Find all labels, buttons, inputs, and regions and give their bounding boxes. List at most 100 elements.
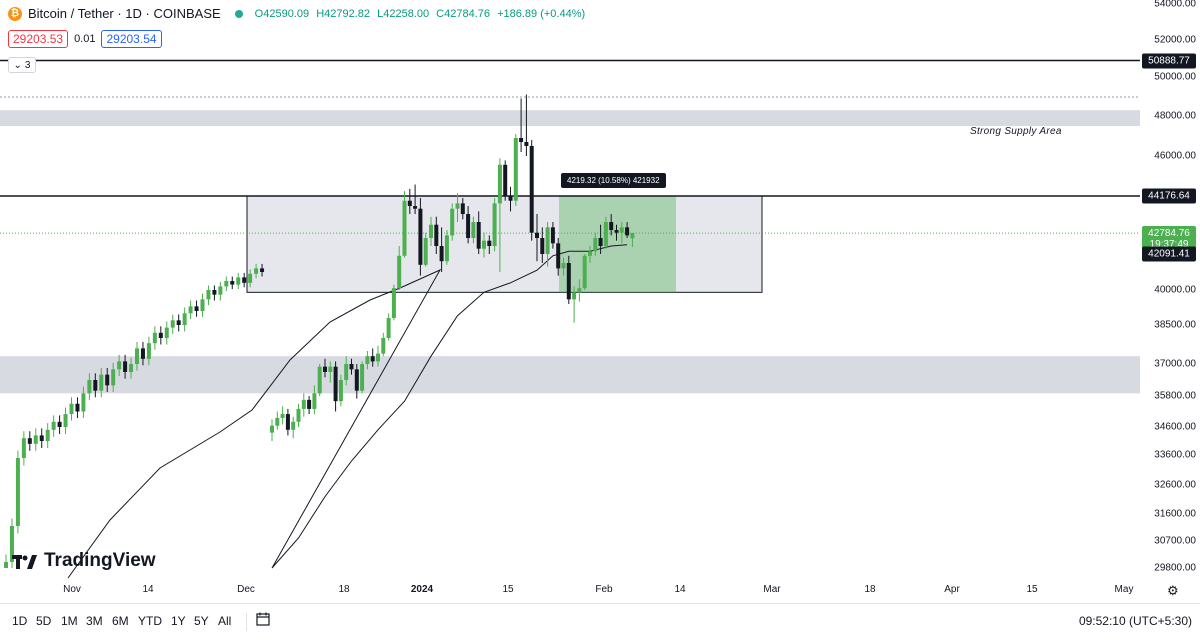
candle-body-3 bbox=[285, 414, 290, 430]
early-candle-body-13 bbox=[81, 393, 86, 412]
candle-body-38 bbox=[471, 222, 476, 239]
early-candle-body-36 bbox=[218, 286, 223, 295]
candles-layer bbox=[4, 94, 635, 568]
indicators-toggle[interactable]: ⌄ 3 bbox=[8, 57, 36, 73]
symbol-title[interactable]: Bitcoin / Tether · 1D · COINBASE bbox=[28, 6, 221, 21]
candle-body-12 bbox=[333, 366, 338, 402]
price-axis[interactable]: 54000.00 52000.00 50000.00 48000.00 46000.00… bbox=[1140, 0, 1200, 602]
time-label: May bbox=[1114, 584, 1134, 595]
early-candle-body-32 bbox=[194, 306, 199, 311]
calendar-icon[interactable] bbox=[256, 612, 270, 626]
consolidation-zone bbox=[246, 195, 763, 293]
symbol-legend: ₿ Bitcoin / Tether · 1D · COINBASE O4259… bbox=[8, 6, 585, 21]
candle-body-1 bbox=[275, 417, 280, 426]
price-label: 30700.00 bbox=[1154, 535, 1196, 547]
early-candle-body-8 bbox=[51, 421, 56, 430]
spread-value: 0.01 bbox=[74, 33, 96, 45]
supply-annotation[interactable]: Strong Supply Area bbox=[970, 126, 1062, 137]
candle-body-46 bbox=[513, 138, 518, 201]
candle-body-26 bbox=[407, 200, 412, 207]
early-candle-body-1 bbox=[9, 526, 14, 562]
early-candle-body-29 bbox=[176, 320, 181, 325]
price-chart[interactable] bbox=[0, 0, 1140, 602]
candle-body-30 bbox=[429, 224, 433, 239]
close-label: C bbox=[436, 7, 445, 20]
price-label: 37000.00 bbox=[1154, 358, 1196, 370]
early-candle-body-41 bbox=[248, 273, 253, 283]
candle-body-6 bbox=[301, 399, 306, 409]
range-button-5y[interactable]: 5Y bbox=[194, 614, 209, 628]
candle-body-49 bbox=[529, 146, 534, 233]
time-label: 14 bbox=[674, 584, 686, 595]
candle-body-31 bbox=[434, 224, 439, 247]
early-candle-body-19 bbox=[117, 361, 122, 370]
price-label: 31600.00 bbox=[1154, 508, 1196, 520]
candle-body-42 bbox=[492, 203, 497, 247]
bitcoin-icon: ₿ bbox=[8, 6, 22, 21]
candle-body-39 bbox=[476, 222, 481, 249]
price-label: 48000.00 bbox=[1154, 110, 1196, 122]
candle-body-34 bbox=[450, 208, 455, 236]
range-button-1d[interactable]: 1D bbox=[12, 614, 28, 628]
zones-layer bbox=[0, 110, 1140, 394]
time-label: 15 bbox=[1026, 584, 1038, 595]
candle-body-7 bbox=[307, 399, 312, 409]
moving-average-layer bbox=[67, 244, 628, 579]
candle-body-51 bbox=[540, 238, 545, 254]
close-value: 42784.76 bbox=[444, 7, 491, 20]
buy-button[interactable]: 29203.54 bbox=[101, 30, 162, 48]
high-label: H bbox=[316, 7, 325, 20]
candle-body-57 bbox=[572, 292, 577, 300]
early-candle-body-27 bbox=[164, 327, 169, 338]
resistance-mid-tag: 44176.64 bbox=[1142, 188, 1196, 204]
range-button-ytd[interactable]: YTD bbox=[138, 614, 162, 628]
early-candle-body-6 bbox=[39, 435, 44, 441]
range-button-1y[interactable]: 1Y bbox=[171, 614, 186, 628]
candle-body-41 bbox=[487, 240, 492, 247]
price-label: 54000.00 bbox=[1154, 0, 1196, 10]
early-candle-body-5 bbox=[33, 435, 38, 444]
open-value: 42590.09 bbox=[263, 7, 310, 20]
open-label: O bbox=[254, 7, 264, 20]
tradingview-logo[interactable]: TradingView bbox=[12, 550, 156, 572]
candle-body-13 bbox=[338, 380, 343, 402]
time-label: Mar bbox=[763, 584, 781, 595]
range-button-5d[interactable]: 5D bbox=[36, 614, 52, 628]
range-button-1m[interactable]: 1M bbox=[61, 614, 78, 628]
candle-body-47 bbox=[519, 138, 524, 142]
clock-timezone[interactable]: 09:52:10 (UTC+5:30) bbox=[1078, 614, 1192, 628]
candle-body-45 bbox=[508, 195, 513, 201]
supply-zone bbox=[0, 110, 1140, 126]
early-candle-body-42 bbox=[254, 268, 259, 274]
early-candle-body-26 bbox=[158, 332, 163, 338]
bottom-toolbar: 1D 5D 1M 3M 6M YTD 1Y 5Y All 09:52:10 (UTC+5:30) bbox=[0, 603, 1200, 641]
early-candle-body-34 bbox=[206, 290, 211, 300]
time-label: 15 bbox=[502, 584, 514, 595]
early-candle-body-9 bbox=[57, 421, 62, 427]
logo-text: TradingView bbox=[44, 550, 156, 571]
range-low-tag: 42091.41 bbox=[1142, 246, 1196, 262]
early-candle-body-30 bbox=[182, 313, 187, 325]
chart-area[interactable]: ₿ Bitcoin / Tether · 1D · COINBASE O4259… bbox=[0, 0, 1140, 602]
early-candle-body-20 bbox=[123, 361, 128, 372]
candle-body-59 bbox=[582, 255, 587, 289]
early-candle-body-25 bbox=[152, 332, 157, 344]
time-label: Feb bbox=[595, 584, 613, 595]
early-candle-body-7 bbox=[45, 429, 50, 441]
candle-body-23 bbox=[391, 288, 396, 318]
candle-body-8 bbox=[312, 393, 317, 409]
range-button-6m[interactable]: 6M bbox=[112, 614, 129, 628]
range-button-3m[interactable]: 3M bbox=[86, 614, 103, 628]
sell-button[interactable]: 29203.53 bbox=[8, 30, 69, 48]
early-candle-body-31 bbox=[188, 306, 193, 314]
early-candle-body-15 bbox=[93, 380, 98, 391]
candle-body-15 bbox=[349, 364, 354, 370]
candle-body-20 bbox=[376, 353, 380, 362]
high-value: 42792.82 bbox=[324, 7, 371, 20]
early-candle-body-0 bbox=[4, 562, 8, 568]
chevron-down-icon: ⌄ bbox=[13, 59, 22, 71]
gear-icon[interactable]: ⚙ bbox=[1167, 583, 1179, 598]
early-candle-body-3 bbox=[21, 438, 26, 458]
time-axis[interactable]: Nov 14 Dec 18 2024 15 Feb 14 Mar 18 Apr 15 May bbox=[0, 580, 1140, 600]
range-button-all[interactable]: All bbox=[218, 614, 232, 628]
